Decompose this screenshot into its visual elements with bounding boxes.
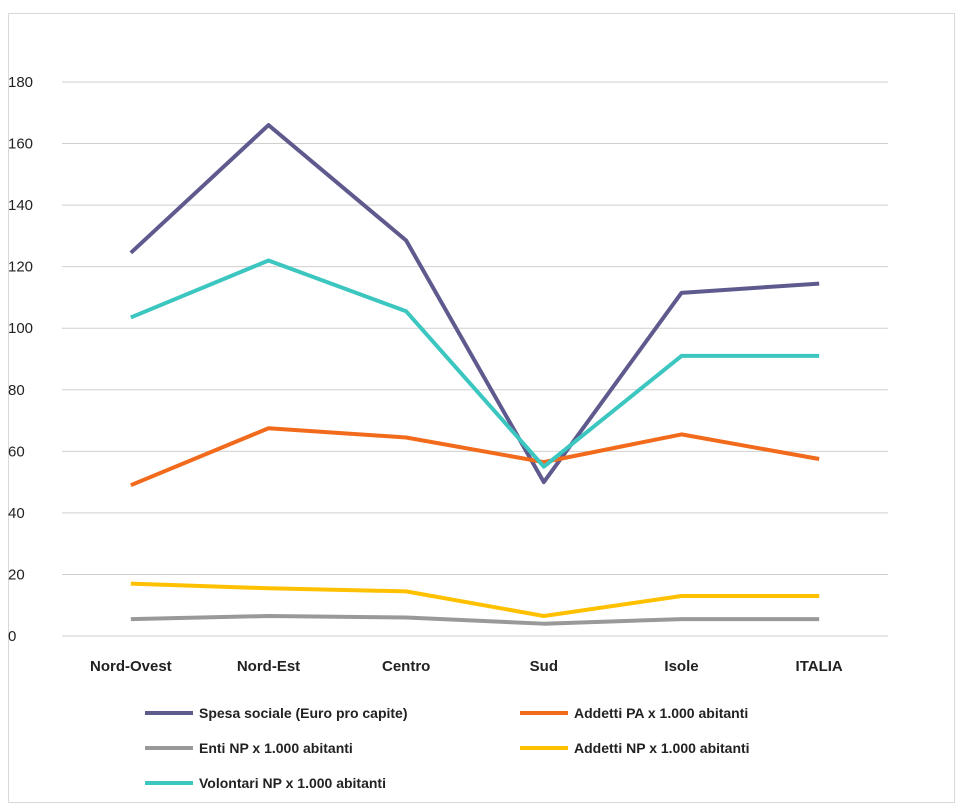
x-tick-label: Nord-Est <box>237 658 300 675</box>
chart-frame <box>8 13 955 803</box>
series-line-3 <box>130 613 820 626</box>
series-lines <box>129 123 820 626</box>
series-line-5 <box>130 258 820 469</box>
legend-label: Addetti NP x 1.000 abitanti <box>574 740 750 756</box>
y-tick-label: 40 <box>8 505 25 522</box>
x-tick-label: Sud <box>530 658 558 675</box>
x-tick-label: Centro <box>382 658 430 675</box>
y-tick-label: 140 <box>8 197 33 214</box>
series-line-1 <box>129 123 820 485</box>
y-tick-label: 160 <box>8 136 33 153</box>
x-tick-label: ITALIA <box>796 658 843 675</box>
grid-lines <box>62 81 888 637</box>
legend: Spesa sociale (Euro pro capite) Addetti P… <box>145 705 750 791</box>
y-tick-label: 100 <box>8 320 33 337</box>
legend-label: Volontari NP x 1.000 abitanti <box>199 775 386 791</box>
y-tick-label: 60 <box>8 443 25 460</box>
y-tick-label: 120 <box>8 259 33 276</box>
y-tick-label: 80 <box>8 382 25 399</box>
x-tick-label: Isole <box>664 658 698 675</box>
legend-label: Enti NP x 1.000 abitanti <box>199 740 353 756</box>
legend-label: Spesa sociale (Euro pro capite) <box>199 705 408 721</box>
x-axis-ticks: Nord-Ovest Nord-Est Centro Sud Isole ITALIA <box>90 658 843 675</box>
y-tick-label: 20 <box>8 566 25 583</box>
series-line-4 <box>130 581 820 618</box>
legend-label: Addetti PA x 1.000 abitanti <box>574 705 748 721</box>
series-line-2 <box>130 426 820 488</box>
y-axis-ticks: 0 20 40 60 80 100 120 140 160 180 <box>8 74 33 645</box>
y-tick-label: 0 <box>8 628 16 645</box>
x-tick-label: Nord-Ovest <box>90 658 172 675</box>
y-tick-label: 180 <box>8 74 33 91</box>
